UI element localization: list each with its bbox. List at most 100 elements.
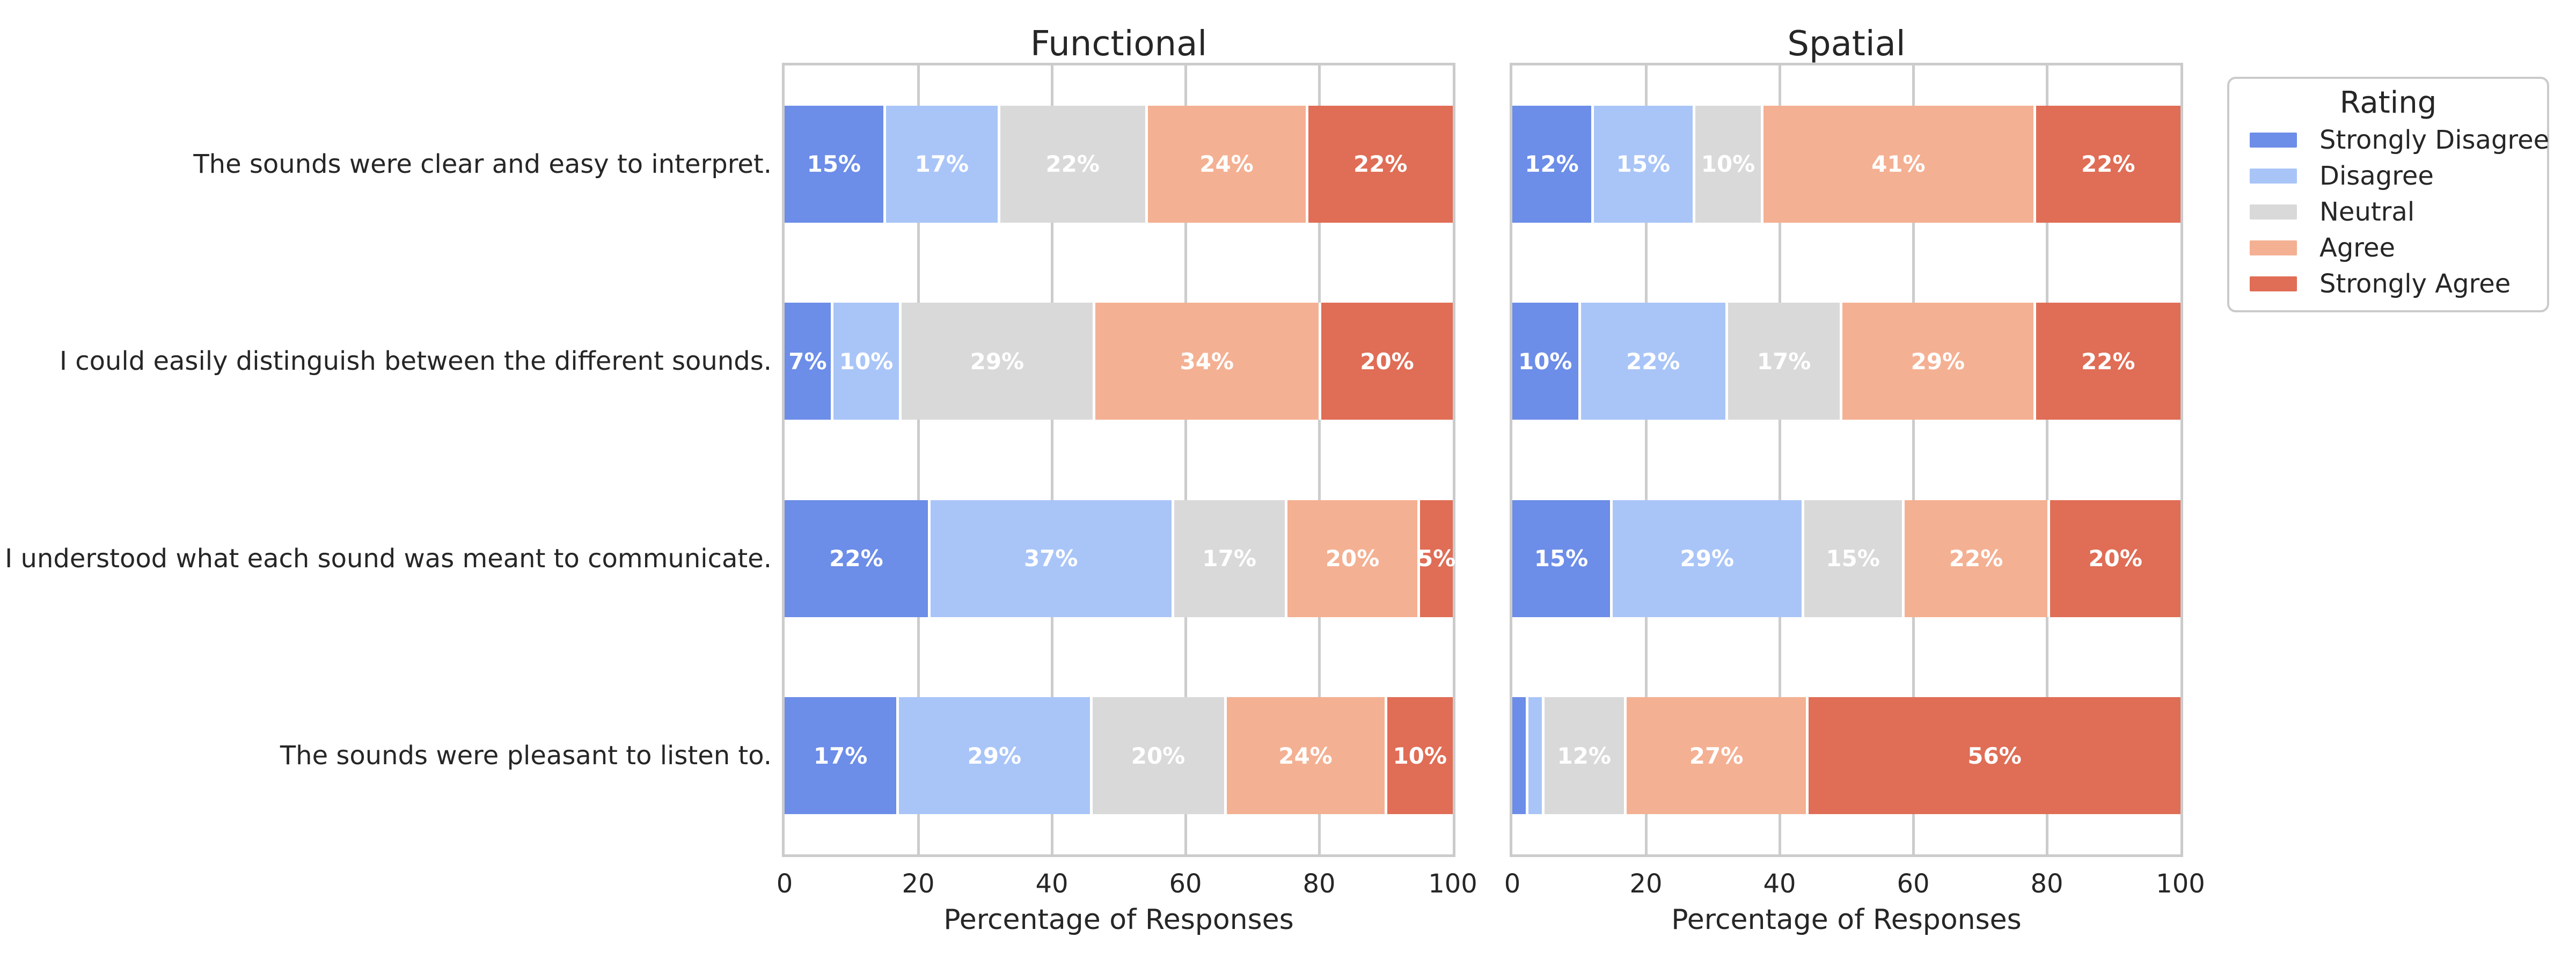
legend-item-label: Strongly Agree: [2319, 268, 2511, 299]
x-tick-label: 20: [1629, 869, 1663, 899]
panel-title: Functional: [1030, 24, 1208, 64]
legend-swatch: [2250, 276, 2297, 291]
bar-segment-label: 12%: [1557, 742, 1611, 769]
bar-segment-label: 29%: [1911, 348, 1965, 375]
y-axis-label: The sounds were clear and easy to interp…: [193, 149, 772, 179]
bar-segment: 15%: [1591, 105, 1693, 223]
bar-segment-label: 56%: [1967, 742, 2022, 769]
bar-segment: 29%: [899, 303, 1093, 420]
bar-segment: 29%: [1840, 303, 2033, 420]
bar-segment-label: 12%: [1525, 151, 1579, 178]
y-axis-label: The sounds were pleasant to listen to.: [280, 741, 772, 771]
bar-segment-label: 22%: [2081, 348, 2135, 375]
bar-segment: 20%: [1319, 303, 1453, 420]
bar-segment: 10%: [1692, 105, 1761, 223]
legend-item-label: Strongly Disagree: [2319, 125, 2550, 155]
legend-swatch: [2250, 132, 2297, 148]
legend-swatch: [2250, 168, 2297, 184]
x-tick-label: 60: [1169, 869, 1202, 899]
legend-item-label: Agree: [2319, 232, 2396, 263]
legend-item: Disagree: [2229, 158, 2547, 194]
x-tick-label: 0: [776, 869, 793, 899]
bar-segment-label: 15%: [1826, 545, 1880, 572]
bar-segment: 5%: [1417, 500, 1456, 617]
bar-segment: 22%: [1305, 105, 1453, 223]
bar-segment: [1525, 697, 1542, 815]
bar-segment-label: 5%: [1417, 545, 1456, 572]
bar-row: 22% 37% 17% 20% 5%: [785, 500, 1456, 617]
x-tick-label: 100: [1428, 869, 1477, 899]
bar-segment-label: 17%: [813, 742, 868, 769]
bar-segment-label: 22%: [1626, 348, 1680, 375]
bar-row: 12% 27% 56%: [1512, 697, 2180, 815]
bar-segment: 20%: [2047, 500, 2181, 617]
bar-segment: 22%: [2033, 303, 2180, 420]
bar-segment-label: 17%: [1202, 545, 1256, 572]
legend-swatch: [2250, 240, 2297, 255]
bar-segment: 15%: [785, 105, 883, 223]
bar-segment: 27%: [1623, 697, 1806, 815]
bar-segment-label: 22%: [1353, 151, 1408, 178]
bar-segment: 41%: [1761, 105, 2033, 223]
bar-segment: 56%: [1806, 697, 2180, 815]
bar-segment: 17%: [1171, 500, 1285, 617]
gridline: [2045, 65, 2048, 854]
bar-segment: 22%: [1901, 500, 2048, 617]
legend-items: Strongly Disagree Disagree Neutral Agree Str…: [2229, 122, 2550, 302]
bar-segment-label: 17%: [914, 151, 969, 178]
bar-segment: 34%: [1092, 303, 1319, 420]
x-tick-label: 40: [1763, 869, 1796, 899]
x-tick-label: 100: [2156, 869, 2205, 899]
x-axis-label: Percentage of Responses: [943, 904, 1294, 936]
bar-segment-label: 29%: [1680, 545, 1735, 572]
bar-segment-label: 10%: [1701, 151, 1755, 178]
bar-segment-label: 10%: [1518, 348, 1572, 375]
x-axis-label: Percentage of Responses: [1671, 904, 2022, 936]
bar-segment-label: 24%: [1278, 742, 1333, 769]
legend-item: Strongly Disagree: [2229, 122, 2550, 158]
gridline: [1912, 65, 1915, 854]
bar-segment-label: 20%: [1131, 742, 1185, 769]
bar-segment: 20%: [1089, 697, 1224, 815]
bar-row: 10% 22% 17% 29% 22%: [1512, 303, 2180, 420]
bar-segment: 22%: [1578, 303, 1725, 420]
bar-segment: 10%: [1512, 303, 1578, 420]
x-tick-label: 40: [1035, 869, 1069, 899]
x-tick-label: 60: [1897, 869, 1930, 899]
bar-segment: 29%: [896, 697, 1090, 815]
bar-row: 15% 17% 22% 24% 22%: [785, 105, 1453, 223]
bar-segment: 12%: [1541, 697, 1624, 815]
bar-segment: 22%: [2033, 105, 2180, 223]
bar-segment: 20%: [1284, 500, 1418, 617]
bar-segment-label: 20%: [1325, 545, 1380, 572]
x-tick-label: 80: [2030, 869, 2063, 899]
bar-segment: [1512, 697, 1526, 815]
bar-segment-label: 37%: [1023, 545, 1078, 572]
legend-item: Neutral: [2229, 194, 2547, 230]
bar-segment: 22%: [785, 500, 928, 617]
bar-segment-label: 27%: [1689, 742, 1744, 769]
legend-item-label: Neutral: [2319, 196, 2415, 227]
bar-segment: 15%: [1512, 500, 1610, 617]
gridline: [1778, 65, 1781, 854]
bar-segment-label: 7%: [788, 348, 827, 375]
bar-segment-label: 22%: [2081, 151, 2135, 178]
bar-segment-label: 34%: [1180, 348, 1234, 375]
panel-title: Spatial: [1787, 24, 1906, 64]
bar-segment: 24%: [1224, 697, 1385, 815]
bar-segment-label: 15%: [1616, 151, 1671, 178]
y-axis-label: I could easily distinguish between the d…: [59, 346, 772, 377]
bar-row: 7% 10% 29% 34% 20%: [785, 303, 1453, 420]
bar-segment: 7%: [785, 303, 831, 420]
bar-segment: 24%: [1145, 105, 1306, 223]
bar-segment: 17%: [883, 105, 998, 223]
bar-row: 17% 29% 20% 24% 10%: [785, 697, 1453, 815]
bar-segment-label: 29%: [970, 348, 1024, 375]
bar-segment-label: 17%: [1757, 348, 1811, 375]
bar-segment: 12%: [1512, 105, 1591, 223]
bar-segment-label: 15%: [807, 151, 861, 178]
bar-segment: 17%: [785, 697, 897, 815]
bar-segment: 10%: [1384, 697, 1453, 815]
bar-segment-label: 24%: [1199, 151, 1254, 178]
bar-segment-label: 15%: [1534, 545, 1589, 572]
